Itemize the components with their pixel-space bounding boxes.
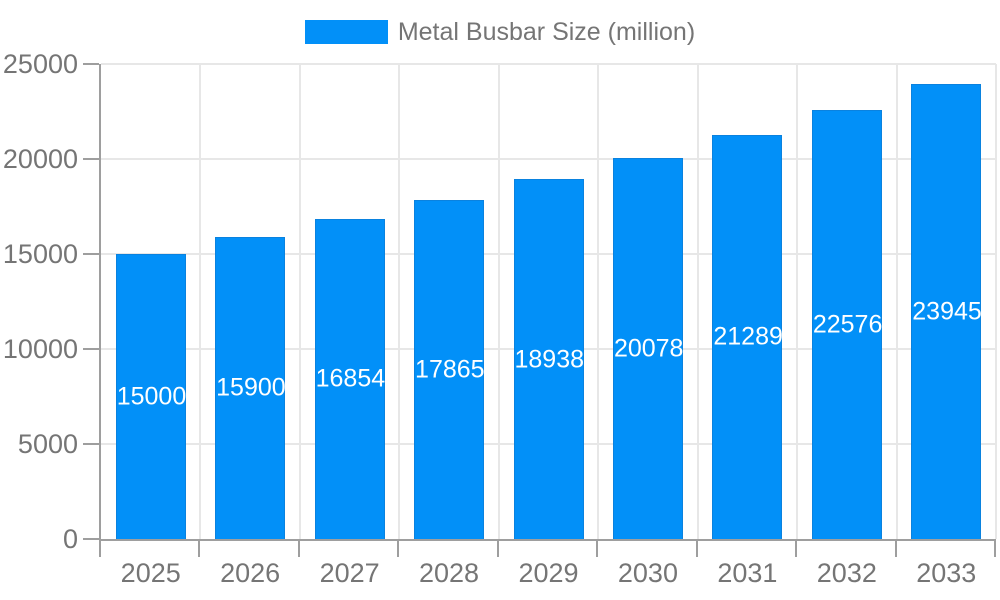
x-gridline <box>597 64 600 539</box>
y-tick-mark <box>83 348 99 350</box>
bar-value-label: 15000 <box>116 382 187 411</box>
bar-value-label: 17865 <box>415 355 485 384</box>
x-axis-tick-label: 2025 <box>120 558 181 588</box>
y-tick-mark <box>83 158 99 160</box>
x-axis-tick-label: 2031 <box>717 558 778 588</box>
bar-2026: 15900 <box>215 236 286 539</box>
x-axis-line <box>99 539 996 541</box>
y-axis-tick-label: 10000 <box>2 334 78 364</box>
x-tick-mark <box>496 541 499 557</box>
bar-value-label: 22576 <box>812 310 883 339</box>
x-axis-tick-label: 2028 <box>419 558 480 588</box>
x-gridline <box>895 64 898 539</box>
x-gridline <box>199 64 202 539</box>
x-tick-mark <box>795 541 798 557</box>
y-axis-line <box>99 64 101 541</box>
y-axis-tick-label: 15000 <box>2 239 78 269</box>
x-axis-tick-label: 2026 <box>220 558 281 588</box>
bar-value-label: 15900 <box>216 373 286 402</box>
legend-swatch <box>304 20 388 44</box>
x-axis-tick-label: 2032 <box>816 558 877 588</box>
x-tick-mark <box>99 541 101 557</box>
x-axis-tick-label: 2033 <box>916 558 977 588</box>
y-tick-mark <box>83 538 99 540</box>
y-axis-tick-label: 25000 <box>2 49 78 79</box>
x-tick-mark <box>198 541 201 557</box>
x-gridline <box>398 64 401 539</box>
bar-2025: 15000 <box>115 254 187 539</box>
x-axis-tick-label: 2029 <box>518 558 579 588</box>
x-axis-tick-label: 2030 <box>617 558 678 588</box>
y-gridline <box>101 158 996 160</box>
x-tick-mark <box>695 541 698 557</box>
bar-2031: 21289 <box>712 134 783 539</box>
y-axis-tick-label: 20000 <box>2 144 78 174</box>
y-gridline <box>101 63 996 65</box>
y-axis-tick-label: 5000 <box>17 429 78 459</box>
bar-2033: 23945 <box>911 84 982 539</box>
bar-2028: 17865 <box>414 199 485 539</box>
x-gridline <box>995 64 997 539</box>
x-tick-mark <box>596 541 599 557</box>
x-gridline <box>298 64 301 539</box>
bar-2029: 18938 <box>513 179 585 539</box>
legend-label: Metal Busbar Size (million) <box>397 17 696 46</box>
x-tick-mark <box>894 541 897 557</box>
x-gridline <box>497 64 500 539</box>
bar-value-label: 20078 <box>613 334 684 363</box>
bar-value-label: 23945 <box>912 297 982 326</box>
legend[interactable]: Metal Busbar Size (million) <box>0 18 1000 46</box>
x-gridline <box>796 64 799 539</box>
bar-2027: 16854 <box>314 218 386 539</box>
bar-value-label: 16854 <box>315 364 386 393</box>
x-axis-tick-label: 2027 <box>319 558 380 588</box>
bar-value-label: 18938 <box>514 345 585 374</box>
y-tick-mark <box>83 63 99 65</box>
bar-2032: 22576 <box>811 110 883 539</box>
x-tick-mark <box>397 541 400 557</box>
bar-2030: 20078 <box>612 157 684 539</box>
y-tick-mark <box>83 253 99 255</box>
y-tick-mark <box>83 443 99 445</box>
y-axis-tick-label: 0 <box>62 524 78 554</box>
x-tick-mark <box>297 541 300 557</box>
bar-value-label: 21289 <box>713 322 783 351</box>
x-tick-mark <box>994 541 996 557</box>
x-gridline <box>696 64 699 539</box>
